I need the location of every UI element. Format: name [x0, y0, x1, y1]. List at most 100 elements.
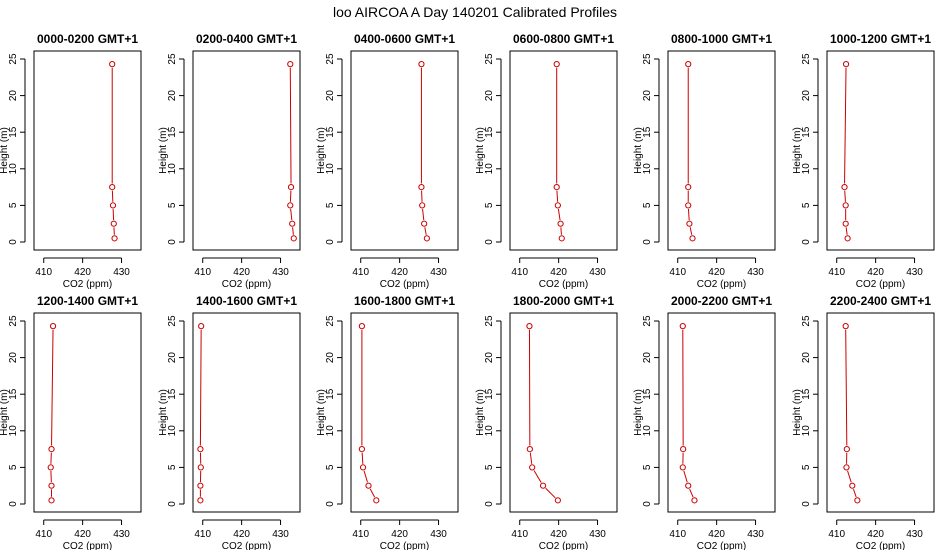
x-axis-label: CO2 (ppm) [380, 541, 429, 550]
y-tick-label: 20 [167, 90, 178, 102]
x-tick-label: 420 [391, 267, 408, 278]
profile-point [558, 235, 565, 242]
profile-point [109, 184, 116, 191]
y-tick-label: 25 [801, 53, 812, 65]
y-tick-label: 0 [801, 501, 812, 507]
profile-line-segment [844, 190, 846, 202]
panel-title: 1800-2000 GMT+1 [513, 294, 614, 308]
plot-frame [509, 50, 618, 251]
x-axis-label: CO2 (ppm) [380, 279, 429, 290]
profile-point [554, 202, 561, 209]
y-tick-label: 10 [167, 163, 178, 175]
profile-point [685, 482, 692, 489]
y-tick-label: 20 [8, 90, 19, 102]
profile-point [842, 220, 849, 227]
profile-point [554, 497, 561, 504]
x-tick-label: 420 [74, 267, 91, 278]
y-tick-label: 15 [801, 126, 812, 138]
profile-line-segment [852, 488, 857, 498]
x-tick-label: 430 [113, 529, 130, 540]
profile-point [557, 220, 564, 227]
y-tick-label: 15 [801, 388, 812, 400]
x-axis-label: CO2 (ppm) [63, 279, 112, 290]
x-tick-label: 410 [669, 529, 686, 540]
x-axis-label: CO2 (ppm) [539, 541, 588, 550]
x-axis-label: CO2 (ppm) [697, 541, 746, 550]
x-tick-label: 420 [233, 267, 250, 278]
y-tick-label: 15 [642, 126, 653, 138]
y-tick-label: 25 [8, 53, 19, 65]
x-axis-label: CO2 (ppm) [697, 279, 746, 290]
profile-point [197, 464, 204, 471]
profile-point [553, 184, 560, 191]
profile-line-segment [199, 329, 202, 446]
y-tick-label: 0 [167, 239, 178, 245]
x-axis-label: CO2 (ppm) [856, 279, 905, 290]
profile-line-segment [529, 452, 533, 464]
profile-point [685, 202, 692, 209]
x-tick-label: 410 [511, 529, 528, 540]
profile-point [842, 323, 849, 330]
profile-point [111, 235, 118, 242]
x-axis-label: CO2 (ppm) [222, 541, 271, 550]
y-tick-label: 25 [325, 315, 336, 327]
y-tick-label: 20 [642, 352, 653, 364]
y-tick-label: 0 [484, 501, 495, 507]
profile-point [419, 202, 426, 209]
x-tick-label: 430 [589, 529, 606, 540]
plot-frame [192, 312, 301, 513]
y-tick-label: 0 [642, 239, 653, 245]
profile-point [423, 235, 430, 242]
profile-line-segment [422, 208, 425, 221]
profile-line-segment [844, 67, 847, 184]
profile-point [197, 446, 204, 453]
profile-line-segment [369, 488, 376, 498]
y-tick-label: 10 [8, 163, 19, 175]
plot-frame [509, 312, 618, 513]
profile-point [197, 482, 204, 489]
x-tick-label: 430 [430, 529, 447, 540]
panel-title: 1600-1800 GMT+1 [354, 294, 455, 308]
profile-point [526, 323, 533, 330]
x-tick-label: 420 [74, 529, 91, 540]
profile-point [373, 497, 380, 504]
profile-point [109, 61, 116, 68]
x-tick-label: 420 [550, 529, 567, 540]
y-tick-label: 10 [8, 425, 19, 437]
panel-title: 0200-0400 GMT+1 [196, 32, 297, 46]
y-tick-label: 25 [167, 315, 178, 327]
y-tick-label: 0 [801, 239, 812, 245]
y-tick-label: 15 [8, 388, 19, 400]
profile-line-segment [292, 227, 294, 235]
profile-point [686, 220, 693, 227]
panel-title: 1400-1600 GMT+1 [196, 294, 297, 308]
profile-point [842, 61, 850, 68]
y-tick-label: 10 [801, 163, 812, 175]
y-tick-label: 25 [8, 315, 19, 327]
panel-title: 1000-1200 GMT+1 [830, 32, 931, 46]
y-tick-label: 5 [801, 464, 812, 470]
y-tick-label: 0 [325, 501, 336, 507]
y-axis-label: Height (m) [158, 127, 169, 174]
profile-point [679, 464, 686, 471]
profile-point [110, 220, 117, 227]
x-tick-label: 410 [194, 529, 211, 540]
x-tick-label: 430 [272, 267, 289, 278]
profile-point [197, 497, 204, 504]
y-tick-label: 15 [484, 388, 495, 400]
y-tick-label: 5 [325, 464, 336, 470]
profile-point [358, 446, 365, 453]
y-tick-label: 20 [325, 90, 336, 102]
profile-line-segment [847, 470, 852, 483]
profile-point [691, 497, 698, 504]
profile-point [48, 482, 55, 489]
y-tick-label: 0 [8, 501, 19, 507]
y-tick-label: 15 [167, 126, 178, 138]
y-tick-label: 0 [325, 239, 336, 245]
profile-point [844, 235, 851, 242]
profile-line-segment [556, 190, 559, 202]
